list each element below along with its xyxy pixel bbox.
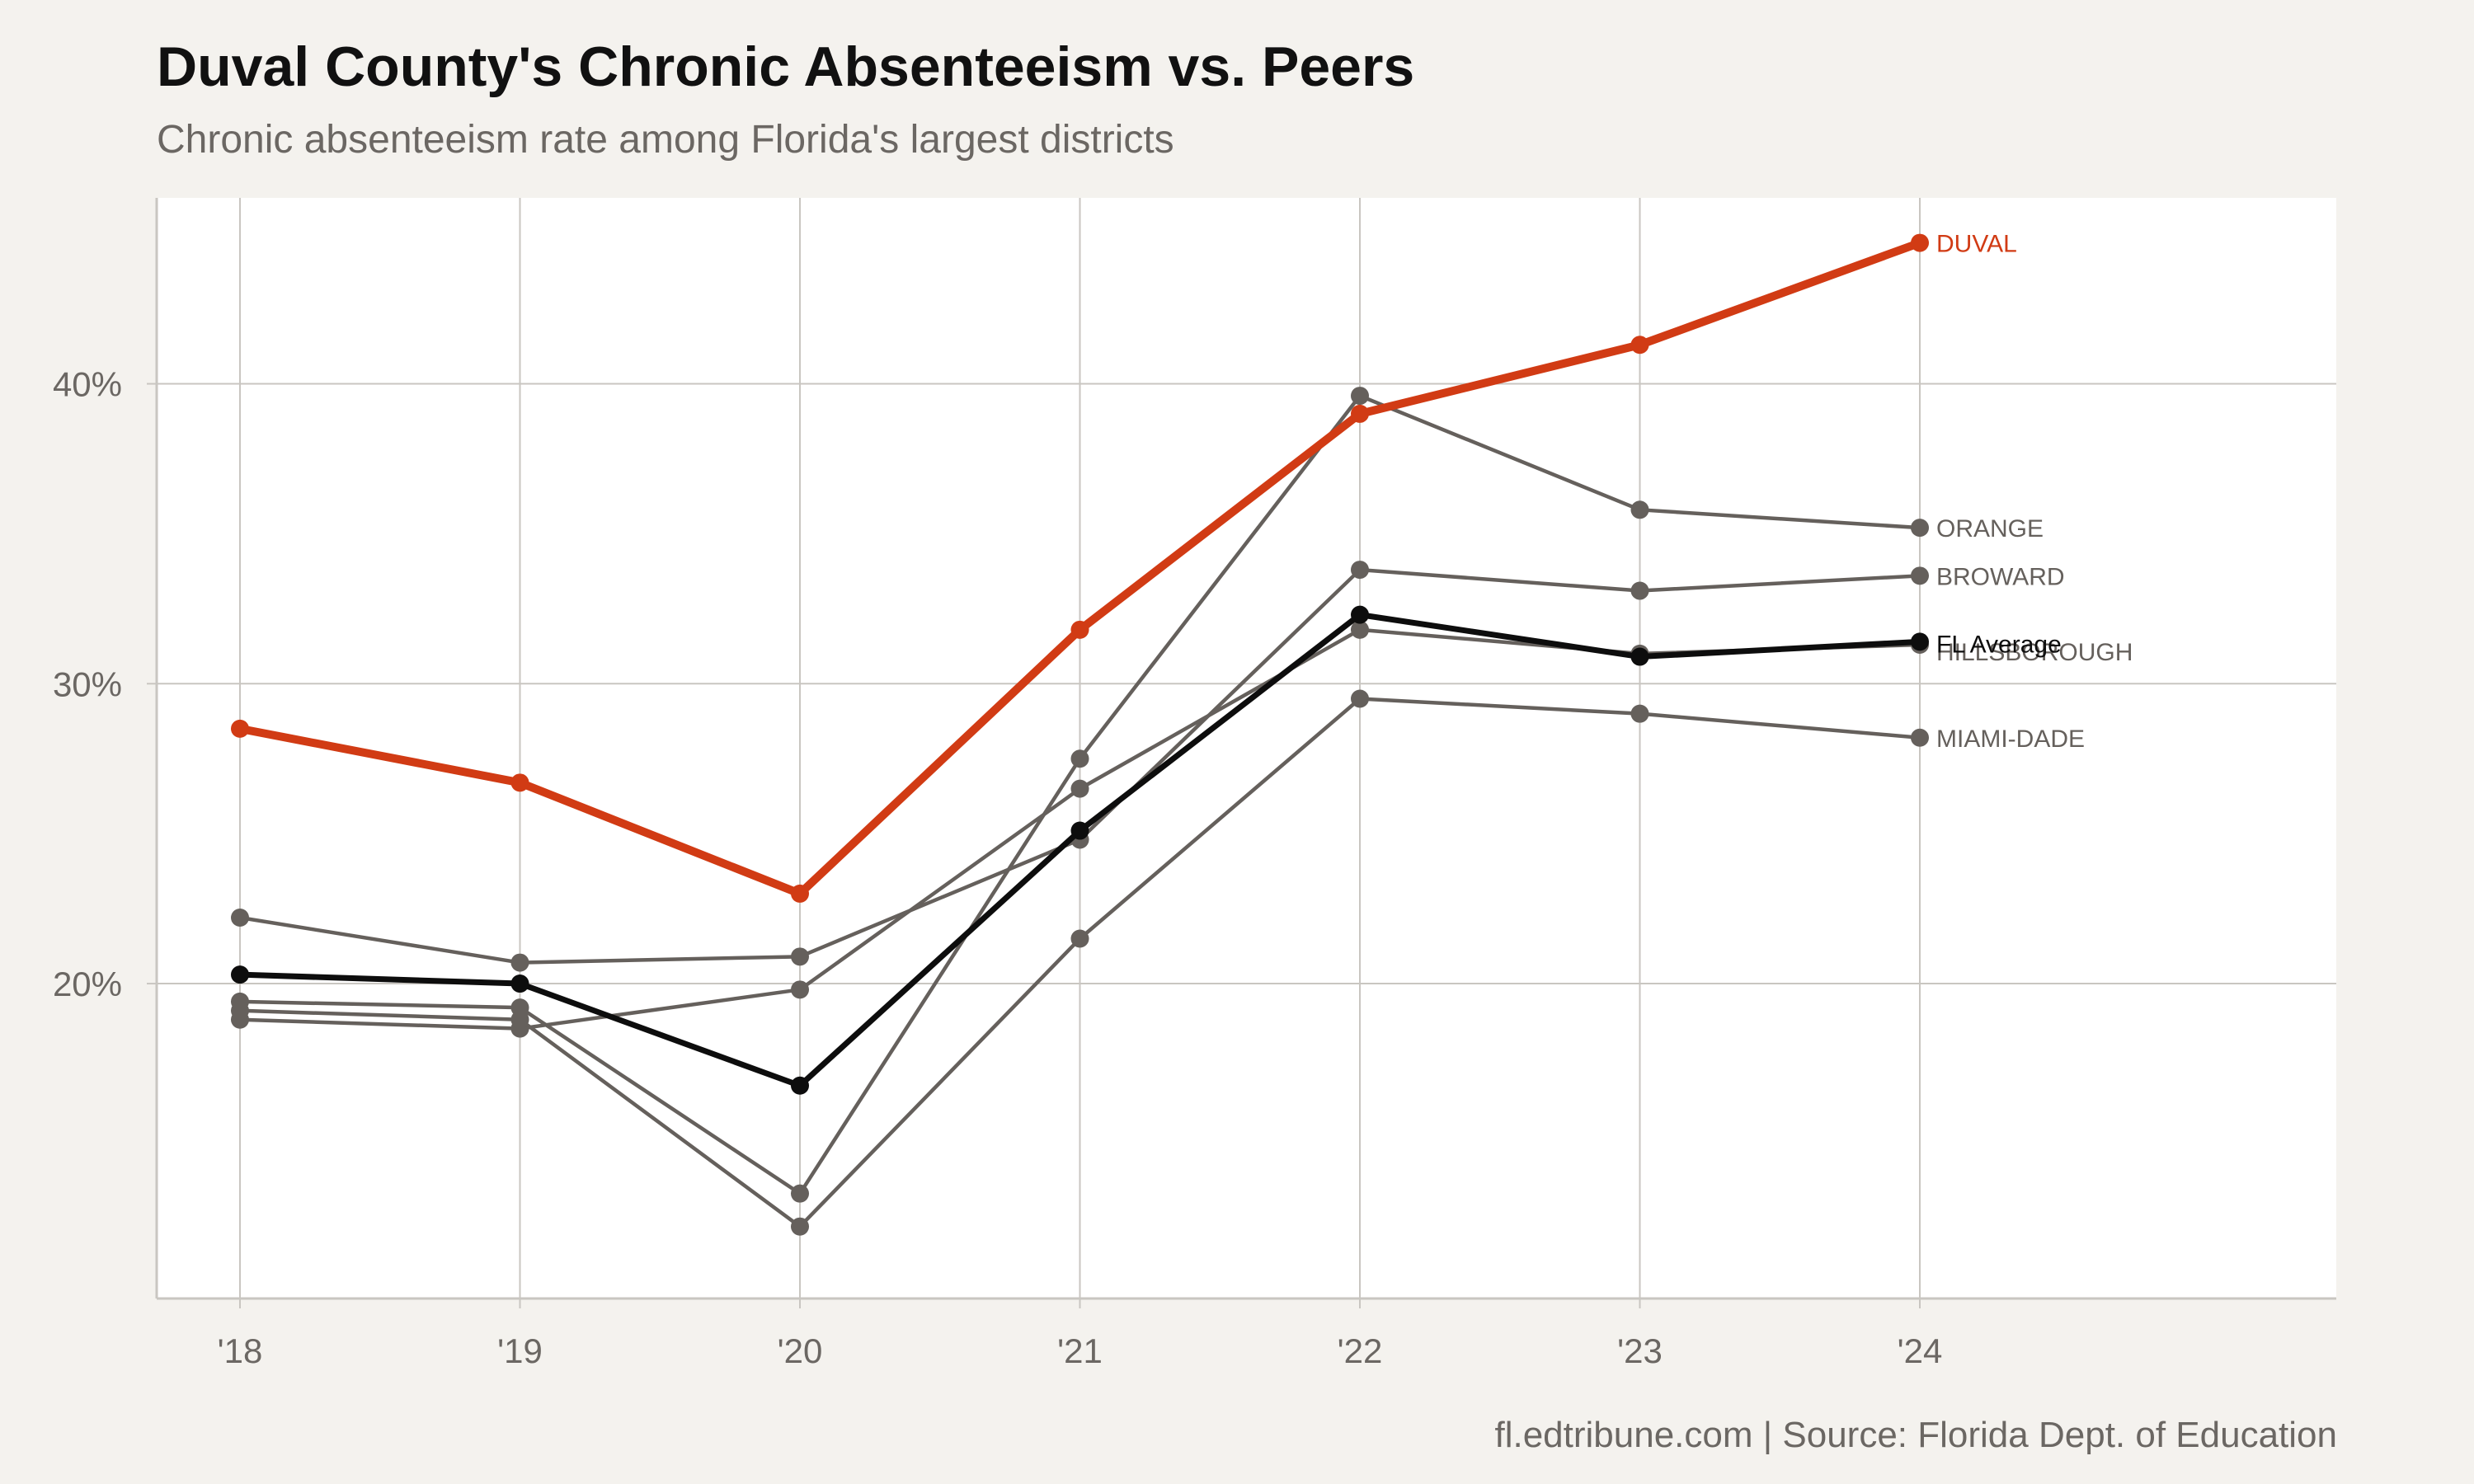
end-label-broward: BROWARD bbox=[1936, 563, 2065, 590]
data-point-broward bbox=[510, 953, 529, 972]
data-point-miami-dade bbox=[1070, 929, 1089, 948]
data-point-miami-dade bbox=[1351, 689, 1369, 708]
chart-title: Duval County's Chronic Absenteeism vs. P… bbox=[157, 35, 1415, 98]
data-point-duval bbox=[1911, 233, 1929, 252]
y-tick-label: 20% bbox=[53, 965, 122, 1003]
series-fl-average bbox=[231, 605, 1929, 1095]
x-tick-label: '24 bbox=[1898, 1331, 1943, 1370]
data-point-orange bbox=[1630, 500, 1649, 519]
end-label-duval: DUVAL bbox=[1936, 231, 2017, 258]
y-tick-label: 40% bbox=[53, 365, 122, 404]
data-point-miami-dade bbox=[791, 1217, 809, 1236]
series-end-labels: ORANGE BROWARD HILLSBOROUGH MIAMI-DADE FL Av… bbox=[1936, 231, 2133, 753]
data-point-orange bbox=[1911, 519, 1929, 538]
data-point-fl-average bbox=[1630, 647, 1649, 666]
x-tick-label: '20 bbox=[778, 1331, 823, 1370]
x-tick-label: '18 bbox=[218, 1331, 263, 1370]
data-point-duval bbox=[1351, 404, 1369, 423]
end-label-fl-average: FL Average bbox=[1936, 631, 2062, 658]
data-point-broward bbox=[1911, 566, 1929, 585]
axes: '18 '19 '20 '21 '22 '23 '24 20% 30% 40% bbox=[53, 198, 2336, 1370]
data-point-hillsborough bbox=[791, 980, 809, 999]
data-point-duval bbox=[1070, 620, 1089, 639]
data-point-hillsborough bbox=[1070, 779, 1089, 798]
data-point-fl-average bbox=[791, 1076, 809, 1095]
series-duval bbox=[231, 233, 1929, 903]
data-point-fl-average bbox=[1911, 632, 1929, 651]
x-tick-label: '23 bbox=[1617, 1331, 1663, 1370]
data-point-hillsborough bbox=[1351, 620, 1369, 639]
end-label-miami-dade: MIAMI-DADE bbox=[1936, 726, 2085, 753]
data-point-fl-average bbox=[1070, 821, 1089, 840]
data-point-duval bbox=[231, 719, 249, 738]
x-tick-label: '22 bbox=[1338, 1331, 1383, 1370]
data-point-broward bbox=[1351, 561, 1369, 580]
grid-lines bbox=[157, 198, 2336, 1298]
y-tick-label: 30% bbox=[53, 665, 122, 703]
chart-subtitle: Chronic absenteeism rate among Florida's… bbox=[157, 118, 1174, 162]
data-point-miami-dade bbox=[231, 1001, 249, 1020]
data-point-orange bbox=[1351, 387, 1369, 406]
end-label-orange: ORANGE bbox=[1936, 515, 2044, 542]
data-point-broward bbox=[1630, 581, 1649, 600]
data-point-broward bbox=[791, 947, 809, 966]
data-point-fl-average bbox=[1351, 605, 1369, 624]
data-point-miami-dade bbox=[1911, 728, 1929, 747]
series-miami-dade bbox=[231, 689, 1929, 1236]
data-point-broward bbox=[231, 909, 249, 928]
data-point-duval bbox=[1630, 336, 1649, 355]
data-point-duval bbox=[791, 884, 809, 903]
x-tick-label: '19 bbox=[497, 1331, 543, 1370]
data-point-duval bbox=[510, 773, 529, 792]
end-label-hillsborough: HILLSBOROUGH bbox=[1936, 639, 2133, 666]
data-point-fl-average bbox=[510, 974, 529, 993]
data-point-orange bbox=[791, 1184, 809, 1203]
x-tick-label: '21 bbox=[1057, 1331, 1103, 1370]
data-point-fl-average bbox=[231, 965, 249, 984]
data-point-miami-dade bbox=[1630, 704, 1649, 723]
data-point-miami-dade bbox=[510, 1010, 529, 1029]
data-point-orange bbox=[1070, 749, 1089, 768]
series-lines bbox=[231, 233, 1929, 1236]
source-caption: fl.edtribune.com | Source: Florida Dept.… bbox=[1494, 1415, 2337, 1455]
